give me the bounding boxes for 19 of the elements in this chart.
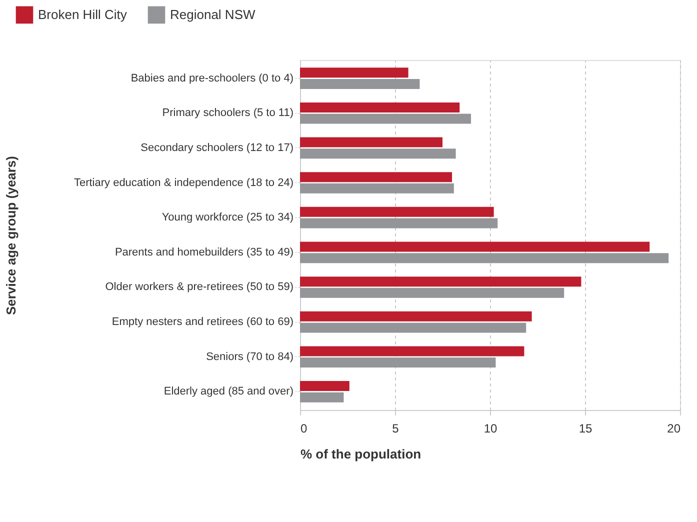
y-tick-label: Babies and pre-schoolers (0 to 4) xyxy=(130,72,294,84)
y-tick-label: Empty nesters and retirees (60 to 69) xyxy=(112,316,294,328)
legend-label: Broken Hill City xyxy=(38,6,128,22)
y-tick-label: Elderly aged (85 and over) xyxy=(164,386,294,398)
y-axis-title: Service age group (years) xyxy=(4,156,18,315)
y-tick-label: Secondary schoolers (12 to 17) xyxy=(140,142,294,154)
x-tick-label: 10 xyxy=(484,422,498,436)
x-tick-label: 5 xyxy=(392,422,400,436)
x-axis-title: % of the population xyxy=(300,446,422,462)
y-tick-label: Older workers & pre-retirees (50 to 59) xyxy=(105,281,294,294)
y-tick-label: Tertiary education & independence (18 to 24) xyxy=(74,176,294,189)
y-tick-label: Primary schoolers (5 to 11) xyxy=(162,107,294,120)
x-tick-label: 20 xyxy=(667,422,681,436)
x-tick-label: 0 xyxy=(300,422,308,436)
y-tick-label: Young workforce (25 to 34) xyxy=(162,212,294,224)
y-tick-label: Parents and homebuilders (35 to 49) xyxy=(114,246,294,258)
x-tick-label: 15 xyxy=(578,422,592,436)
y-tick-label: Seniors (70 to 84) xyxy=(206,350,294,363)
legend-label: Regional NSW xyxy=(170,6,256,22)
